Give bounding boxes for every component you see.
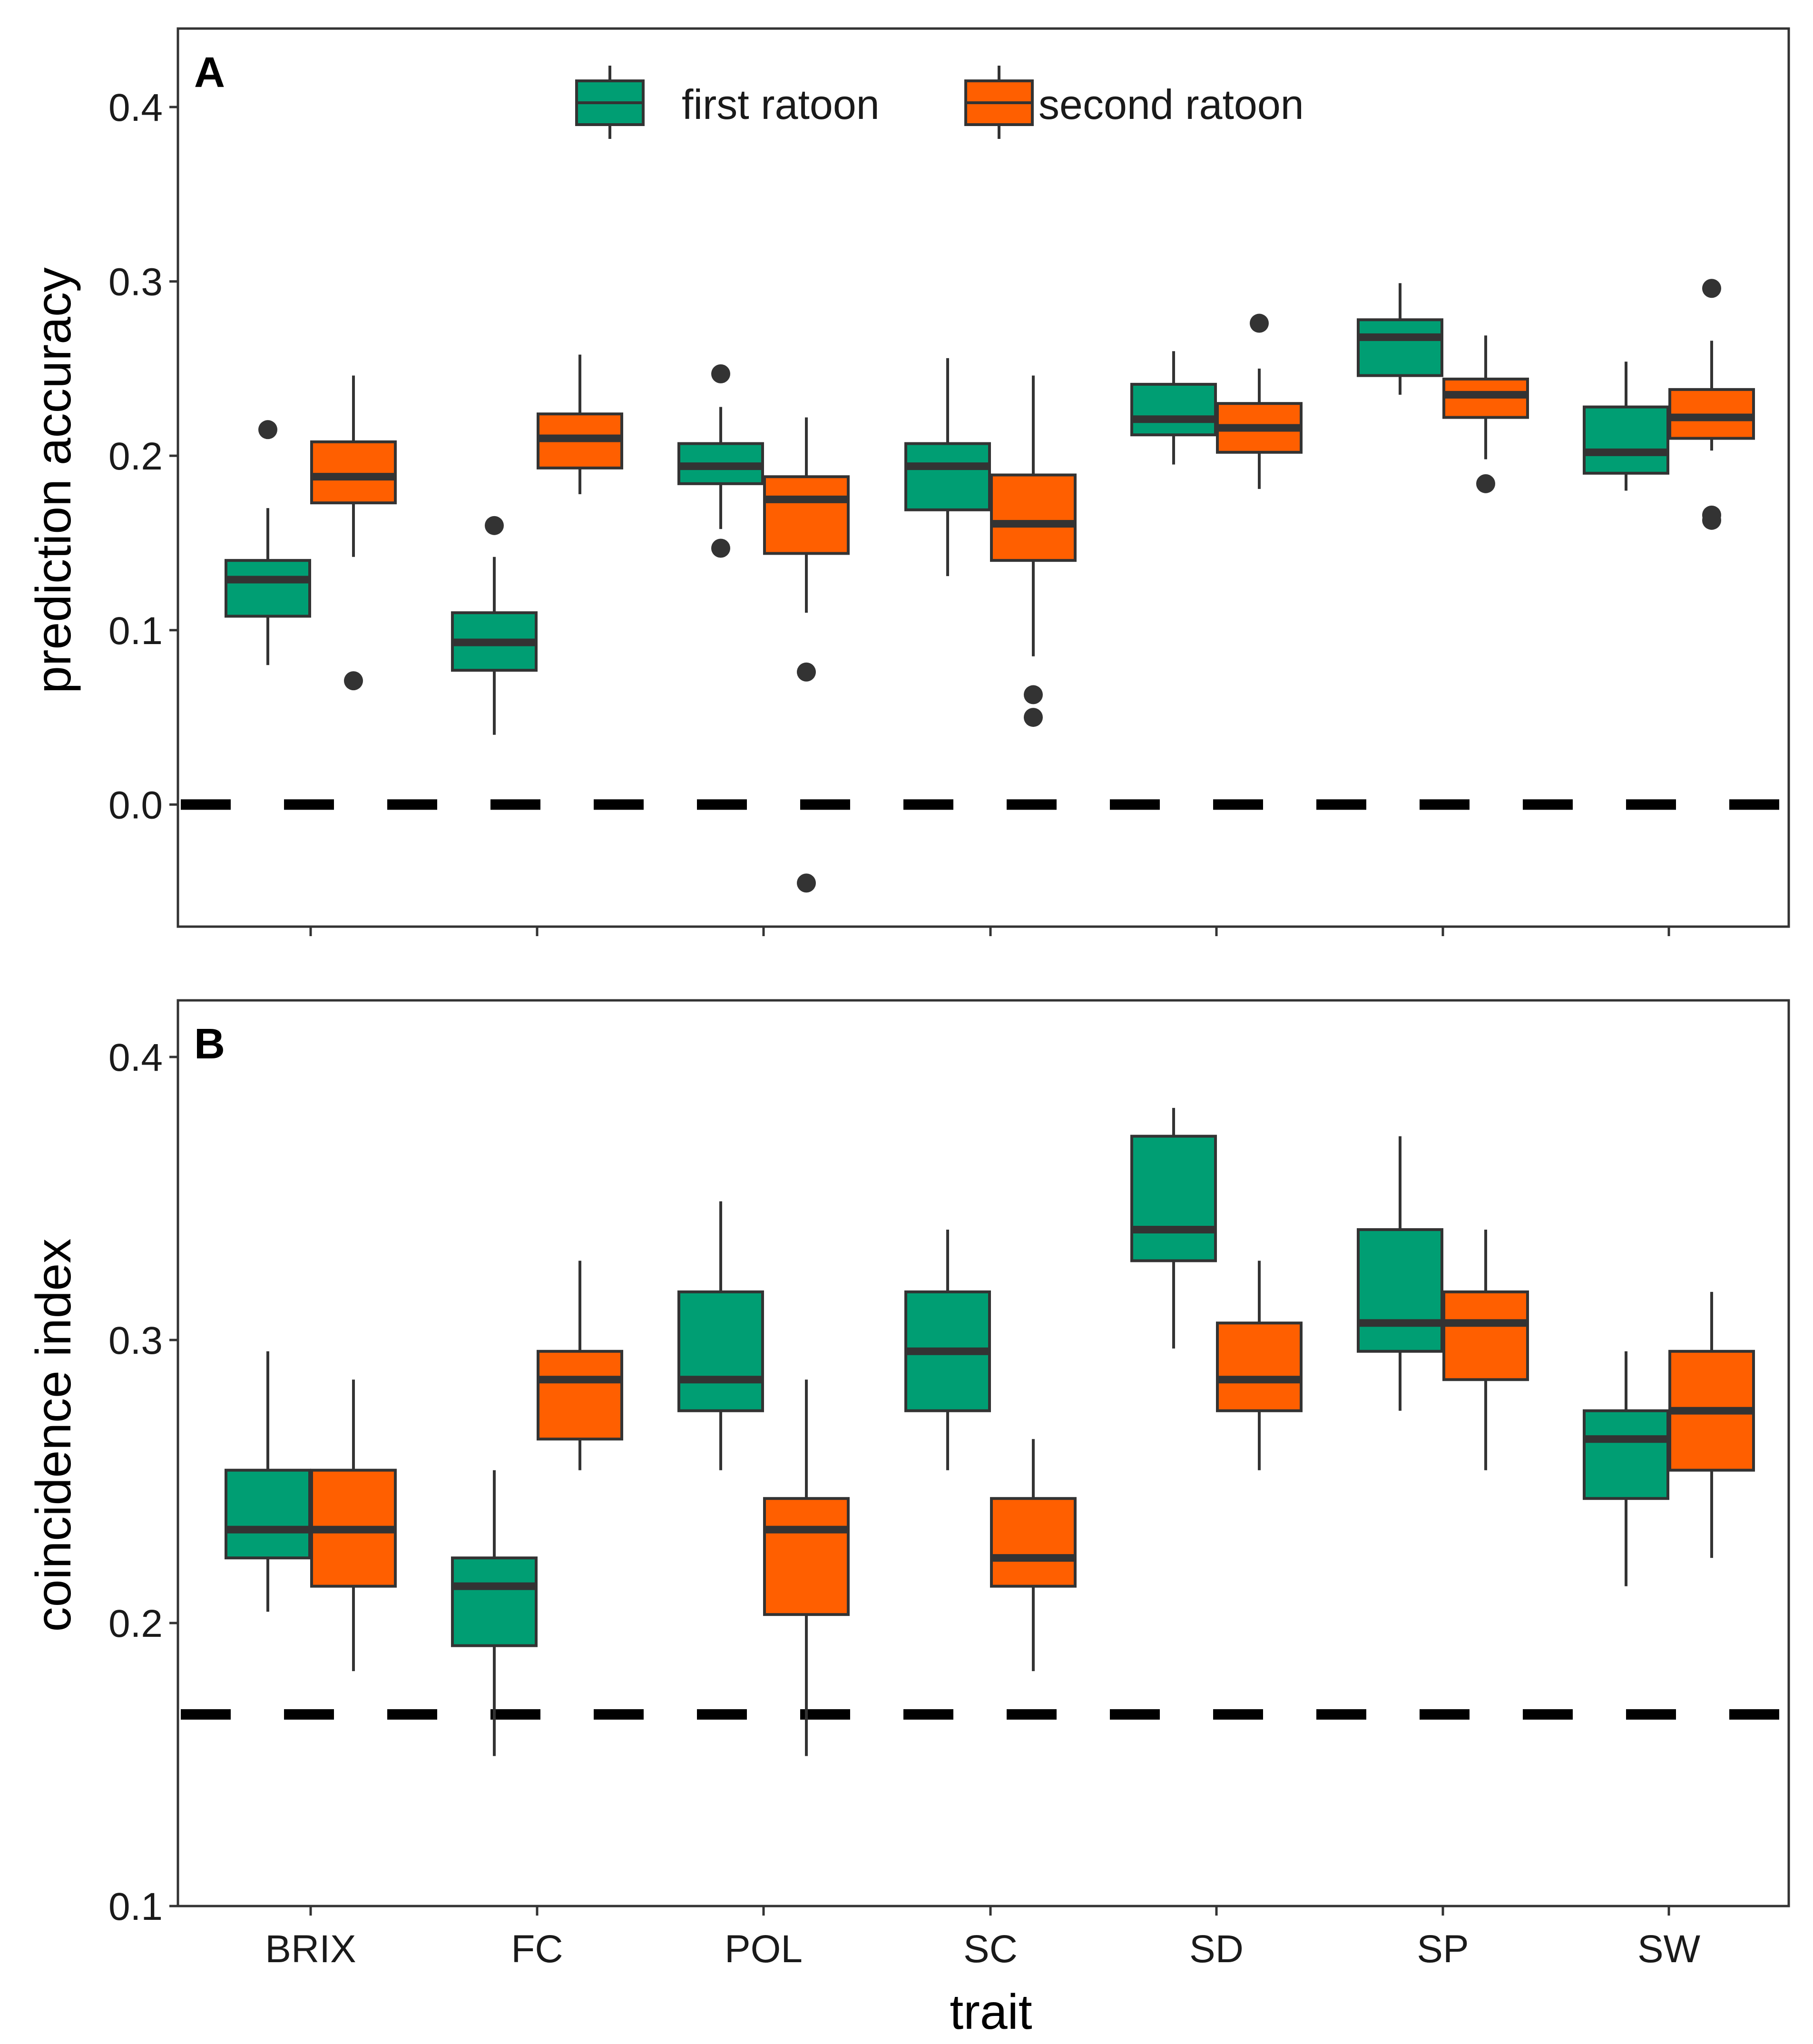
outlier-point	[1250, 313, 1269, 333]
box-pol-second-ratoon	[763, 1379, 850, 1756]
box-brix-first-ratoon	[225, 420, 311, 665]
legend: first ratoon second ratoon	[575, 66, 1304, 139]
box-sd-second-ratoon	[1216, 313, 1303, 489]
box-iqr	[1583, 1409, 1669, 1500]
outlier-point	[258, 420, 277, 440]
box-sd-second-ratoon	[1216, 1261, 1303, 1470]
box-sp-first-ratoon	[1357, 1136, 1443, 1411]
box-iqr	[1216, 1321, 1303, 1412]
y-tick-label: 0.1	[108, 609, 163, 653]
y-tick-label: 0.2	[108, 435, 163, 478]
y-tick-label: 0.3	[108, 261, 163, 304]
outlier-point	[1476, 474, 1495, 493]
box-fc-second-ratoon	[537, 1261, 623, 1470]
outlier-point	[485, 516, 504, 535]
box-sw-second-ratoon	[1668, 279, 1755, 530]
x-tick-label-sp: SP	[1417, 1927, 1469, 1971]
outlier-point	[1702, 510, 1721, 530]
panel-b: B coincidence index 0.1 0.2 0.3 0.4 BRIX FC PO…	[26, 999, 1790, 1971]
box-iqr	[225, 1468, 311, 1560]
legend-label-second-ratoon: second ratoon	[1039, 81, 1304, 128]
panel-frame	[176, 999, 1790, 1907]
box-sd-first-ratoon	[1130, 1108, 1217, 1349]
box-iqr	[1583, 405, 1669, 475]
box-iqr	[990, 1497, 1077, 1588]
y-tick-label: 0.2	[108, 1602, 163, 1645]
box-brix-second-ratoon	[310, 1379, 397, 1672]
box-iqr	[537, 1350, 623, 1441]
box-iqr	[677, 1290, 764, 1412]
y-tick-label: 0.3	[108, 1319, 163, 1362]
x-tick-label-sd: SD	[1189, 1927, 1244, 1971]
box-iqr	[904, 442, 991, 511]
y-tick-label: 0.1	[108, 1885, 163, 1928]
panel-a-y-axis-title: prediction accuracy	[26, 267, 81, 694]
box-pol-first-ratoon	[677, 1201, 764, 1470]
outlier-point	[797, 873, 816, 893]
panel-a: A prediction accuracy 0.0 0.1 0.2 0.3 0.4	[26, 27, 1790, 936]
box-sc-first-ratoon	[904, 358, 991, 577]
outlier-point	[797, 662, 816, 682]
box-sw-first-ratoon	[1583, 362, 1669, 491]
x-tick-label-pol: POL	[725, 1927, 803, 1971]
box-sw-second-ratoon	[1668, 1291, 1755, 1558]
box-brix-first-ratoon	[225, 1351, 311, 1612]
box-iqr	[1357, 318, 1443, 377]
box-sp-second-ratoon	[1442, 335, 1529, 493]
outlier-point	[1024, 708, 1043, 727]
box-iqr	[225, 559, 311, 618]
outlier-point	[344, 671, 363, 691]
x-axis-title: trait	[950, 1985, 1032, 2040]
box-brix-second-ratoon	[310, 375, 397, 691]
x-tick-label-sc: SC	[963, 1927, 1018, 1971]
box-iqr	[1357, 1228, 1443, 1353]
box-sc-second-ratoon	[990, 375, 1077, 727]
box-iqr	[451, 1556, 538, 1647]
outlier-point	[1702, 279, 1721, 298]
box-iqr	[990, 473, 1077, 562]
box-fc-first-ratoon	[451, 516, 538, 735]
box-pol-first-ratoon	[677, 364, 764, 558]
box-iqr	[1130, 382, 1217, 437]
panel-frame	[176, 27, 1790, 928]
legend-key-first-ratoon	[575, 66, 645, 139]
box-sp-first-ratoon	[1357, 283, 1443, 395]
outlier-point	[1024, 685, 1043, 704]
box-pol-second-ratoon	[763, 417, 850, 893]
x-tick-label-brix: BRIX	[265, 1927, 356, 1971]
y-tick-label: 0.4	[108, 1036, 163, 1079]
y-tick-label: 0.4	[108, 86, 163, 129]
panel-b-y-axis-title: coincidence index	[26, 1239, 81, 1632]
box-sc-second-ratoon	[990, 1439, 1077, 1672]
panel-b-letter: B	[194, 1020, 225, 1068]
box-sc-first-ratoon	[904, 1229, 991, 1470]
legend-key-second-ratoon	[964, 66, 1034, 139]
box-iqr	[763, 1497, 850, 1616]
box-fc-second-ratoon	[537, 354, 623, 494]
legend-label-first-ratoon: first ratoon	[682, 81, 880, 128]
box-fc-first-ratoon	[451, 1470, 538, 1756]
box-iqr	[763, 475, 850, 555]
box-sd-first-ratoon	[1130, 351, 1217, 465]
box-iqr	[1130, 1134, 1217, 1262]
box-iqr	[310, 440, 397, 505]
x-tick-label-sw: SW	[1637, 1927, 1701, 1971]
box-sp-second-ratoon	[1442, 1229, 1529, 1470]
y-tick-label: 0.0	[108, 783, 163, 827]
outlier-point	[711, 538, 730, 558]
panel-a-letter: A	[194, 49, 225, 97]
outlier-point	[711, 364, 730, 383]
box-sw-first-ratoon	[1583, 1351, 1669, 1586]
x-tick-label-fc: FC	[511, 1927, 563, 1971]
box-iqr	[1442, 1290, 1529, 1381]
